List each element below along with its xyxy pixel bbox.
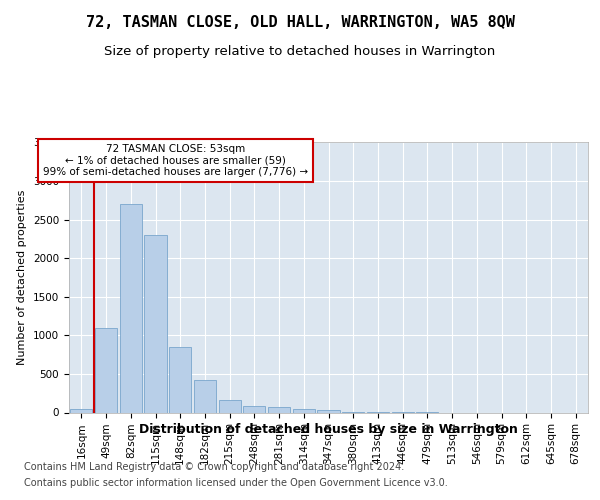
Text: 72 TASMAN CLOSE: 53sqm
← 1% of detached houses are smaller (59)
99% of semi-deta: 72 TASMAN CLOSE: 53sqm ← 1% of detached …	[43, 144, 308, 177]
Text: 72, TASMAN CLOSE, OLD HALL, WARRINGTON, WA5 8QW: 72, TASMAN CLOSE, OLD HALL, WARRINGTON, …	[86, 15, 514, 30]
Text: Distribution of detached houses by size in Warrington: Distribution of detached houses by size …	[139, 422, 518, 436]
Text: Size of property relative to detached houses in Warrington: Size of property relative to detached ho…	[104, 45, 496, 58]
Bar	[145, 235, 167, 412]
Y-axis label: Number of detached properties: Number of detached properties	[17, 190, 28, 365]
Bar	[169, 347, 191, 412]
Bar	[317, 410, 340, 412]
Bar	[194, 380, 216, 412]
Bar	[218, 400, 241, 412]
Text: Contains public sector information licensed under the Open Government Licence v3: Contains public sector information licen…	[24, 478, 448, 488]
Bar	[70, 408, 92, 412]
Bar	[243, 406, 265, 412]
Bar	[95, 328, 117, 412]
Bar	[268, 408, 290, 412]
Bar	[293, 408, 315, 412]
Text: Contains HM Land Registry data © Crown copyright and database right 2024.: Contains HM Land Registry data © Crown c…	[24, 462, 404, 472]
Bar	[119, 204, 142, 412]
